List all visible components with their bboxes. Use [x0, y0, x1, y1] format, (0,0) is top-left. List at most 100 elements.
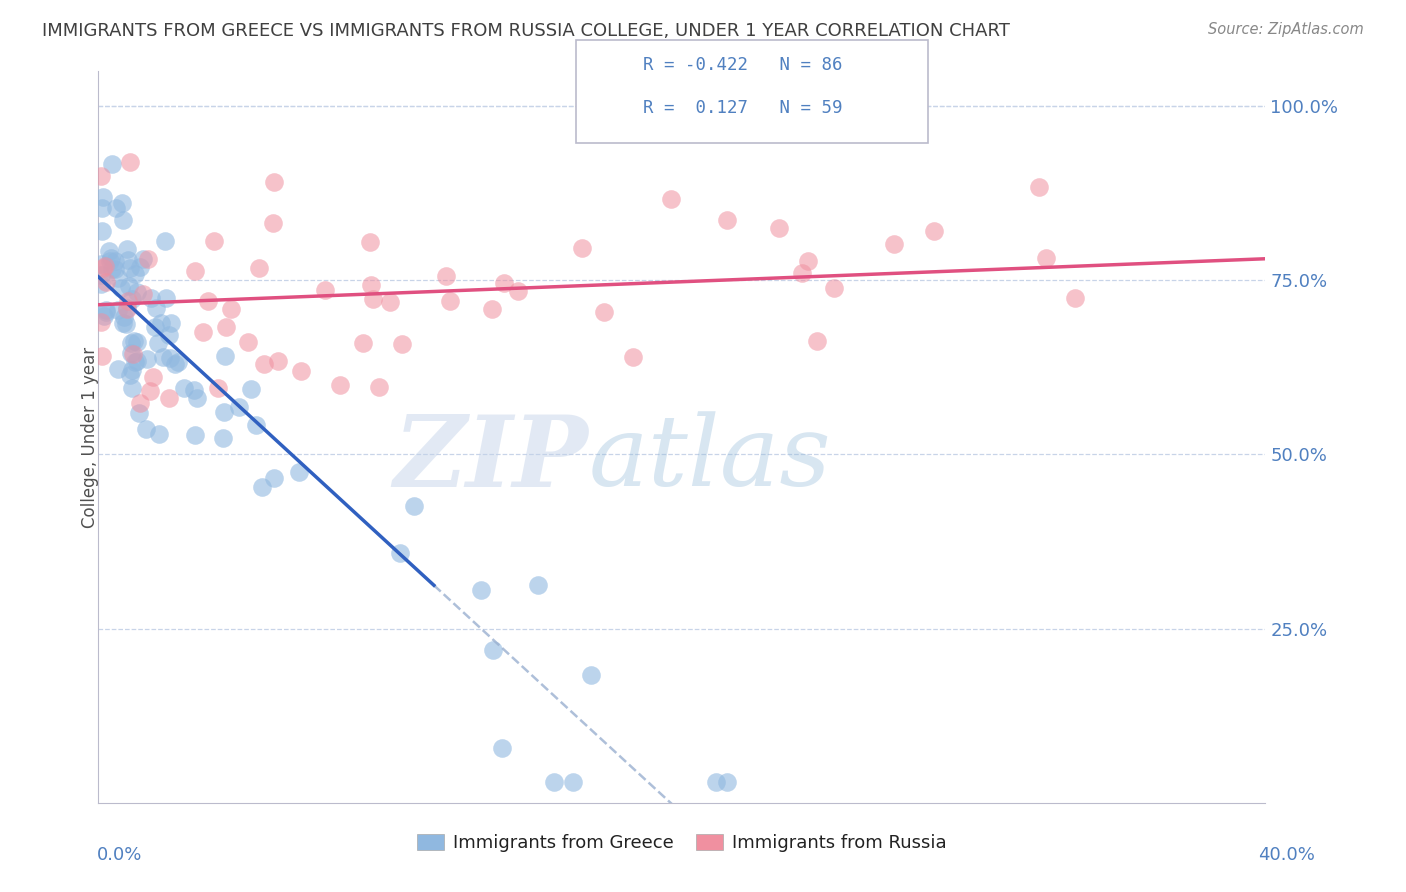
Text: IMMIGRANTS FROM GREECE VS IMMIGRANTS FROM RUSSIA COLLEGE, UNDER 1 YEAR CORRELATI: IMMIGRANTS FROM GREECE VS IMMIGRANTS FRO…	[42, 22, 1010, 40]
Legend: Immigrants from Greece, Immigrants from Russia: Immigrants from Greece, Immigrants from …	[411, 827, 953, 860]
Point	[128, 406, 150, 420]
Point	[543, 775, 565, 789]
Point	[359, 235, 381, 249]
Point	[97, 244, 120, 258]
Point	[797, 253, 820, 268]
Point	[367, 380, 389, 394]
Point	[211, 431, 233, 445]
Point	[104, 254, 127, 268]
Point	[434, 269, 457, 284]
Point	[263, 471, 285, 485]
Point	[115, 301, 138, 315]
Point	[91, 224, 114, 238]
Point	[262, 216, 284, 230]
Text: 0.0%: 0.0%	[97, 846, 142, 863]
Point	[94, 303, 117, 318]
Point	[247, 260, 270, 275]
Point	[90, 315, 112, 329]
Point	[214, 405, 236, 419]
Point	[922, 224, 945, 238]
Point	[571, 241, 593, 255]
Point	[120, 155, 142, 169]
Point	[160, 316, 183, 330]
Point	[91, 261, 114, 276]
Point	[214, 320, 236, 334]
Point	[152, 350, 174, 364]
Point	[439, 294, 461, 309]
Text: R = -0.422   N = 86: R = -0.422 N = 86	[643, 56, 842, 74]
Point	[91, 190, 114, 204]
Point	[290, 364, 312, 378]
Point	[267, 353, 290, 368]
Point	[228, 400, 250, 414]
Point	[481, 302, 503, 317]
Point	[245, 417, 267, 432]
Point	[159, 351, 181, 365]
Point	[148, 427, 170, 442]
Point	[823, 281, 845, 295]
Point	[124, 355, 146, 369]
Point	[105, 201, 128, 215]
Point	[253, 357, 276, 371]
Point	[118, 261, 141, 276]
Point	[94, 260, 117, 274]
Point	[883, 237, 905, 252]
Text: atlas: atlas	[589, 411, 831, 507]
Point	[111, 212, 134, 227]
Point	[621, 350, 644, 364]
Point	[1035, 252, 1057, 266]
Point	[704, 775, 727, 789]
Point	[135, 351, 157, 366]
Point	[107, 271, 129, 285]
Point	[128, 396, 150, 410]
Point	[143, 320, 166, 334]
Point	[111, 316, 134, 330]
Point	[592, 305, 614, 319]
Point	[96, 275, 118, 289]
Point	[184, 428, 207, 442]
Point	[526, 578, 548, 592]
Point	[378, 295, 401, 310]
Point	[361, 292, 384, 306]
Point	[186, 391, 208, 405]
Point	[360, 277, 382, 292]
Point	[155, 291, 177, 305]
Point	[110, 281, 132, 295]
Point	[115, 318, 138, 332]
Point	[136, 252, 159, 266]
Point	[173, 381, 195, 395]
Point	[183, 383, 205, 397]
Point	[221, 301, 243, 316]
Point	[135, 422, 157, 436]
Point	[141, 291, 163, 305]
Point	[157, 327, 180, 342]
Point	[129, 260, 152, 274]
Point	[481, 643, 503, 657]
Point	[132, 252, 155, 266]
Text: ZIP: ZIP	[394, 411, 589, 508]
Text: 40.0%: 40.0%	[1258, 846, 1315, 863]
Point	[120, 368, 142, 382]
Point	[388, 546, 411, 560]
Point	[236, 335, 259, 350]
Point	[492, 276, 515, 290]
Point	[107, 362, 129, 376]
Point	[122, 334, 145, 348]
Point	[93, 309, 115, 323]
Point	[90, 169, 112, 183]
Point	[111, 196, 134, 211]
Point	[197, 293, 219, 308]
Point	[1028, 180, 1050, 194]
Point	[239, 382, 262, 396]
Point	[184, 264, 207, 278]
Point	[121, 293, 143, 307]
Point	[207, 381, 229, 395]
Point	[117, 253, 139, 268]
Point	[94, 305, 117, 319]
Point	[561, 775, 583, 789]
Point	[263, 175, 285, 189]
Point	[90, 257, 112, 271]
Point	[153, 234, 176, 248]
Point	[191, 325, 214, 339]
Point	[661, 192, 683, 206]
